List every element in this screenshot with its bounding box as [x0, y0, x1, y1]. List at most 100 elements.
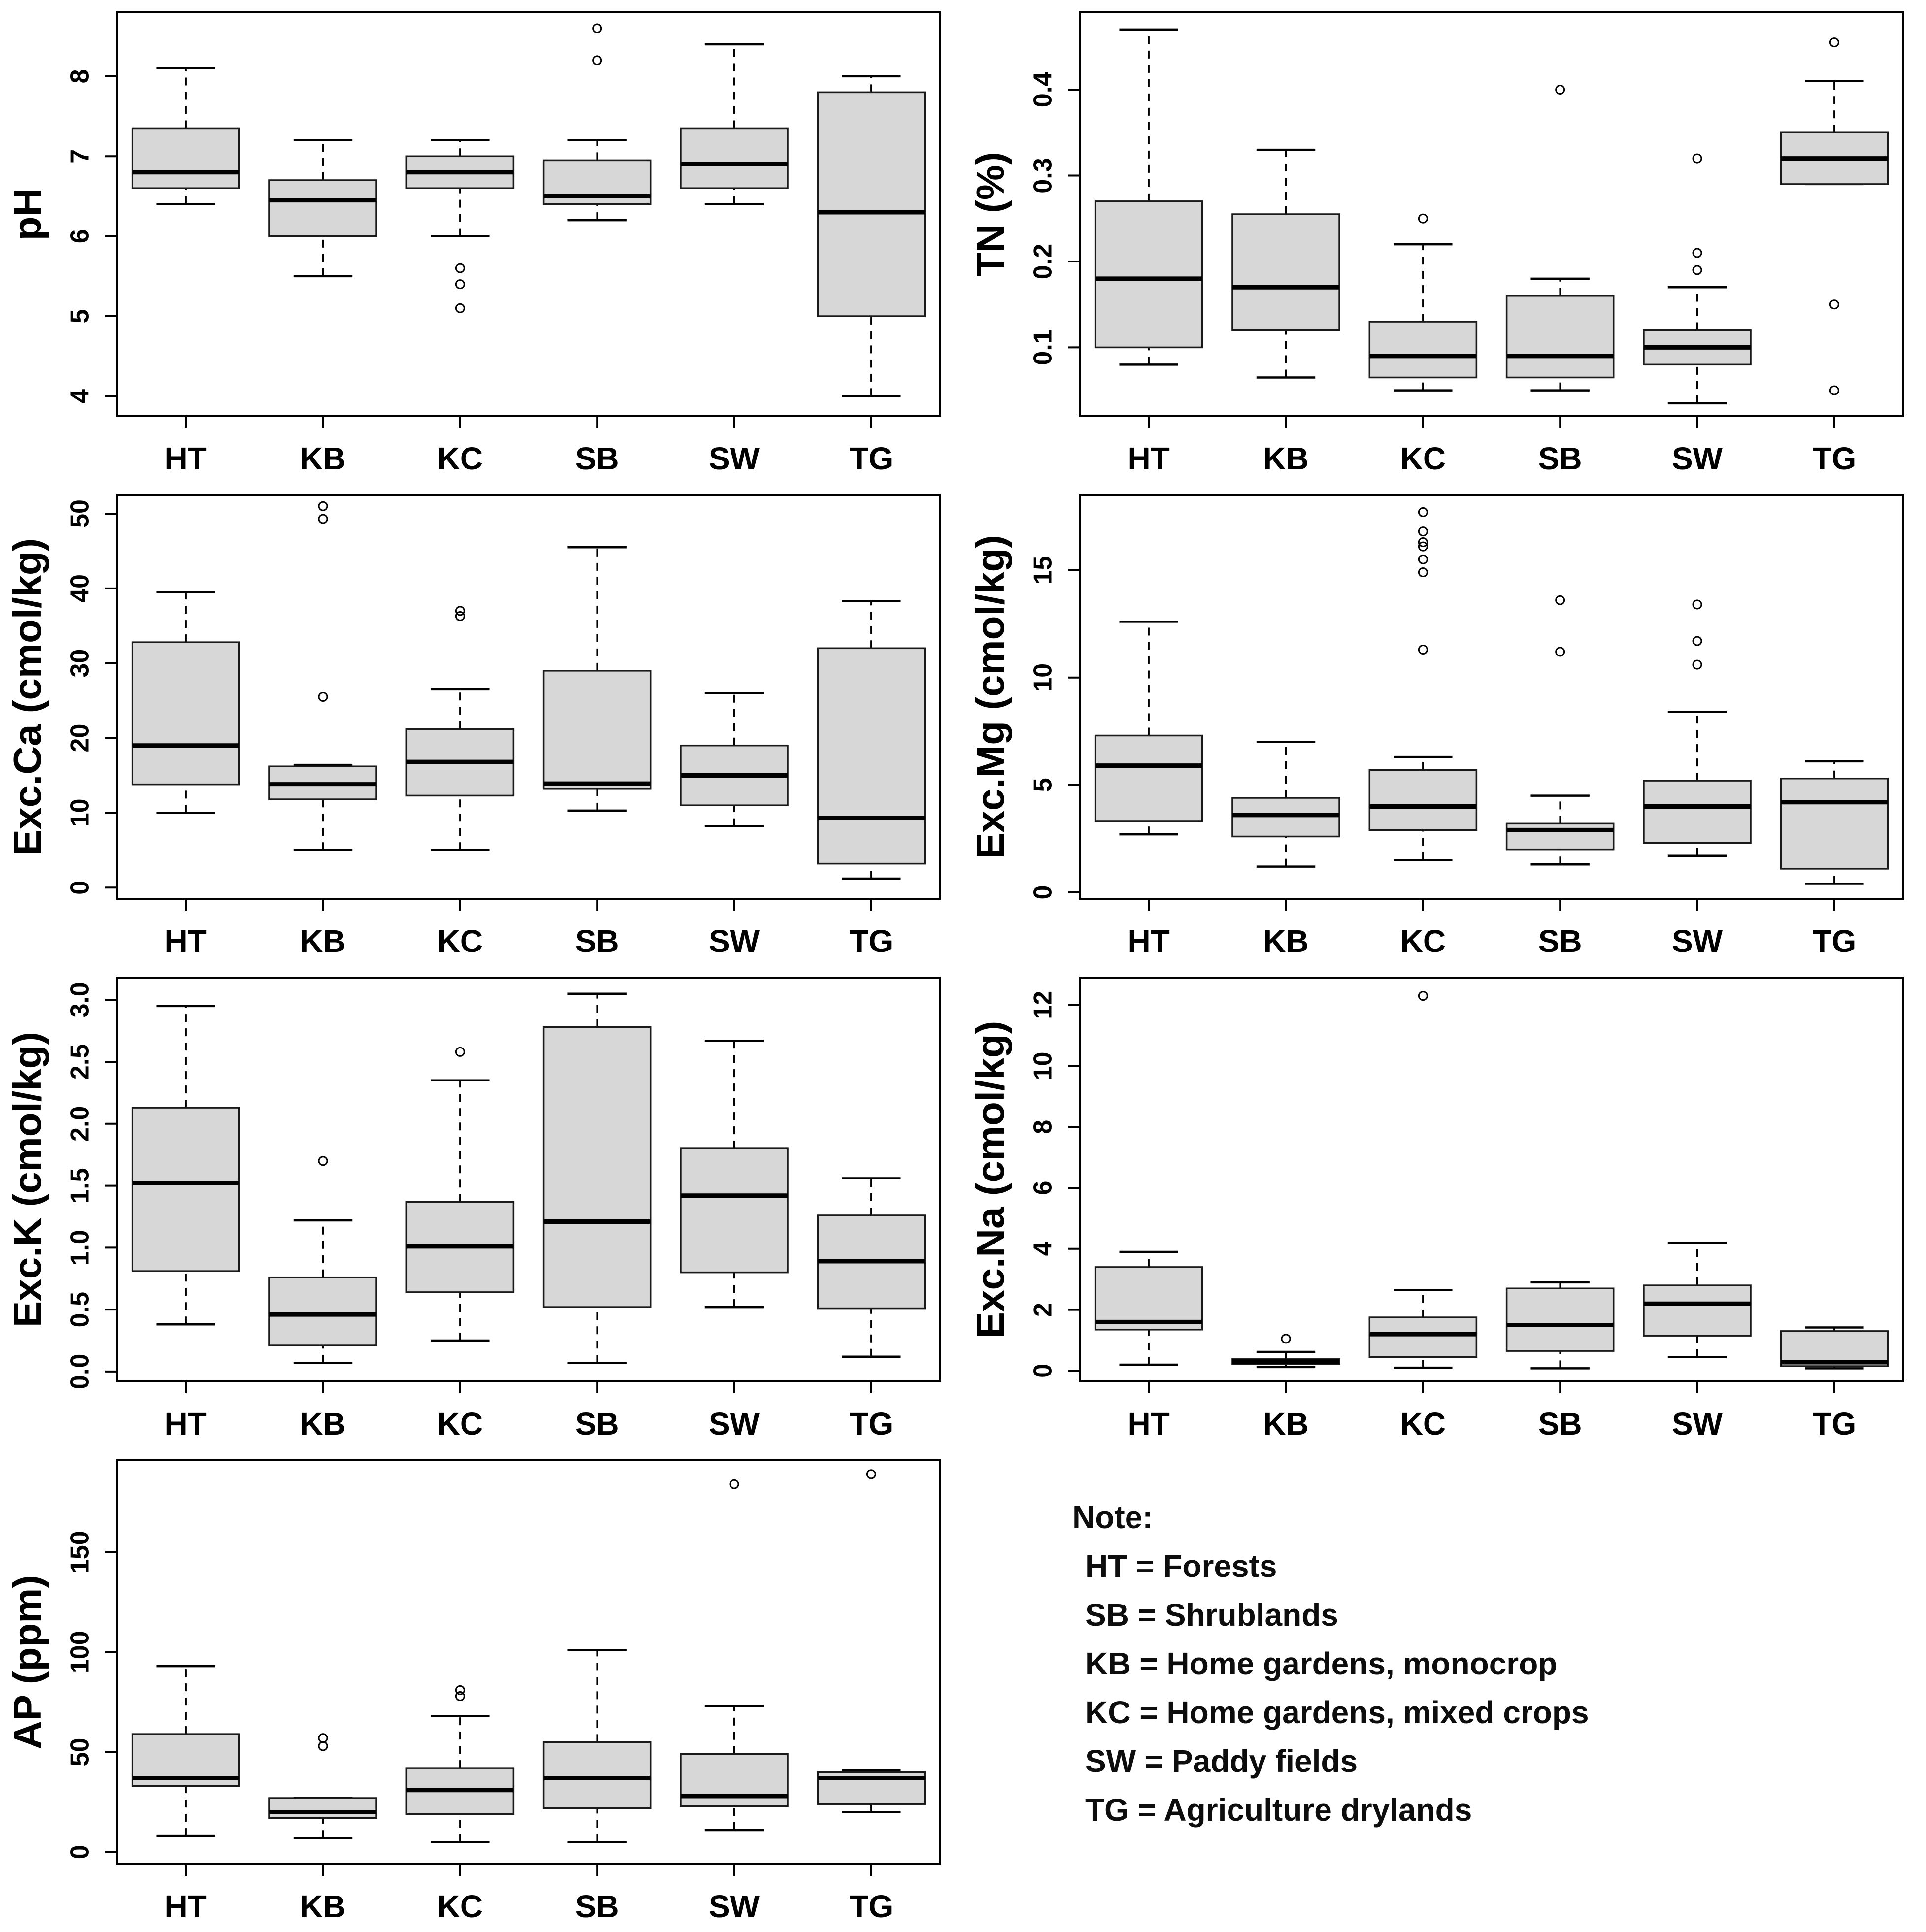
y-tick-label: 0.3 [1029, 158, 1058, 193]
x-category-label: TG [849, 1889, 893, 1924]
x-category-label: HT [1128, 1406, 1170, 1441]
y-axis-title: Exc.Ca (cmol/kg) [5, 538, 49, 856]
outlier-point [318, 501, 328, 511]
x-category-label: HT [1128, 441, 1170, 476]
outlier-point [1555, 595, 1565, 605]
boxplot-exc-k: 0.0 0.5 1.0 1.5 2.0 2.5 3.0 Exc.K (cmol/kg) HT KB… [5, 977, 941, 1441]
x-category-label: KC [437, 923, 483, 959]
y-tick-label: 0.0 [66, 1354, 95, 1389]
y-tick-label: 10 [1029, 1052, 1058, 1081]
boxplot-exc-na: 0 2 4 6 8 10 12 Exc.Na (cmol/kg) HT KB KC SB SW TG [968, 977, 1904, 1441]
outlier-point [318, 1741, 328, 1751]
boxplot-exc-mg: 0 5 10 15 Exc.Mg (cmol/kg) HT KB KC SB SW TG [968, 494, 1904, 959]
chart-cell-exc-na: 0 2 4 6 8 10 12 Exc.Na (cmol/kg) HT KB KC SB SW TG [963, 965, 1926, 1448]
y-tick-label: 5 [66, 309, 95, 324]
outlier-point [455, 1047, 465, 1057]
x-category-label: KC [1400, 441, 1446, 476]
x-category-label: KC [1400, 923, 1446, 959]
box-HT [1094, 200, 1203, 349]
y-tick-label: 30 [66, 649, 95, 678]
y-tick-label: 12 [1029, 991, 1058, 1019]
x-category-label: KB [1263, 1406, 1308, 1441]
box-SB [542, 670, 652, 790]
outlier-point [866, 1469, 876, 1479]
y-tick-label: 40 [66, 574, 95, 603]
box-SB [542, 1741, 652, 1809]
outlier-point [1692, 153, 1702, 164]
y-axis-title: TN (%) [968, 152, 1012, 276]
outlier-point [1418, 991, 1428, 1001]
note-panel: Note: HT = Forests SB = Shrublands KB = … [963, 1448, 1926, 1932]
chart-cell-exc-ca: 0 10 20 30 40 50 Exc.Ca (cmol/kg) HT KB KC SB SW TG [0, 483, 963, 965]
x-category-label: KB [300, 1406, 345, 1441]
y-axis-title: pH [5, 188, 49, 241]
y-tick-label: 0 [66, 1845, 95, 1859]
note-line-sb: SB = Shrublands [1085, 1597, 1338, 1633]
outlier-point [1418, 213, 1428, 224]
box-KC [1368, 1316, 1478, 1358]
x-category-label: TG [849, 1406, 893, 1441]
plot-border [116, 494, 941, 900]
outlier-point [1418, 645, 1428, 655]
y-tick-label: 6 [66, 229, 95, 243]
x-category-label: SW [709, 1889, 760, 1924]
box-TG [817, 647, 926, 865]
y-tick-label: 0.1 [1029, 329, 1058, 365]
outlier-point [1418, 567, 1428, 578]
x-category-label: HT [165, 923, 207, 959]
y-axis-title: AP (ppm) [5, 1575, 49, 1749]
box-SW [680, 127, 789, 189]
outlier-point [1692, 265, 1702, 275]
y-axis-title: Exc.Mg (cmol/kg) [968, 535, 1012, 859]
x-category-label: HT [165, 1889, 207, 1924]
outlier-point [1555, 85, 1565, 95]
box-KB [268, 1797, 377, 1819]
y-axis-title: Exc.Na (cmol/kg) [968, 1021, 1012, 1339]
y-tick-label: 8 [1029, 1120, 1058, 1134]
box-HT [131, 641, 240, 786]
box-HT [1094, 1266, 1203, 1331]
y-tick-label: 150 [66, 1531, 95, 1573]
outlier-point [1829, 299, 1839, 310]
plot-border [116, 11, 941, 417]
note-line-ht: HT = Forests [1085, 1548, 1277, 1584]
plot-border [1079, 977, 1904, 1382]
x-category-label: KC [437, 1889, 483, 1924]
outlier-point [455, 303, 465, 313]
y-tick-label: 10 [66, 798, 95, 827]
y-tick-label: 2.5 [66, 1044, 95, 1080]
y-tick-label: 4 [66, 389, 95, 403]
box-TG [817, 91, 926, 317]
outlier-point [1692, 599, 1702, 610]
y-tick-label: 8 [66, 69, 95, 83]
x-category-label: SB [1538, 441, 1582, 476]
x-category-label: KB [1263, 441, 1308, 476]
plot-border [1079, 11, 1904, 417]
y-tick-label: 2.0 [66, 1106, 95, 1142]
x-category-label: SB [575, 923, 619, 959]
outlier-point [455, 263, 465, 273]
y-tick-label: 0.2 [1029, 244, 1058, 279]
x-category-label: TG [1812, 441, 1856, 476]
plot-border [1079, 494, 1904, 900]
x-category-label: KB [1263, 923, 1308, 959]
y-tick-label: 7 [66, 149, 95, 164]
outlier-point [1829, 385, 1839, 395]
outlier-point [1418, 554, 1428, 564]
outlier-point [592, 23, 602, 33]
box-TG [1780, 777, 1889, 870]
x-category-label: KC [437, 441, 483, 476]
y-tick-label: 50 [66, 1738, 95, 1767]
plot-border [116, 977, 941, 1382]
x-category-label: KB [300, 1889, 345, 1924]
chart-cell-ph: 4 5 6 7 8 pH HT KB KC SB SW TG [0, 0, 963, 483]
outlier-point [1418, 541, 1428, 552]
outlier-point [455, 279, 465, 290]
y-tick-label: 4 [1029, 1242, 1058, 1256]
y-tick-label: 100 [66, 1631, 95, 1673]
box-KB [1231, 213, 1340, 331]
outlier-point [729, 1479, 739, 1489]
x-category-label: SW [1672, 1406, 1723, 1441]
x-category-label: SW [709, 441, 760, 476]
y-tick-label: 10 [1029, 663, 1058, 692]
